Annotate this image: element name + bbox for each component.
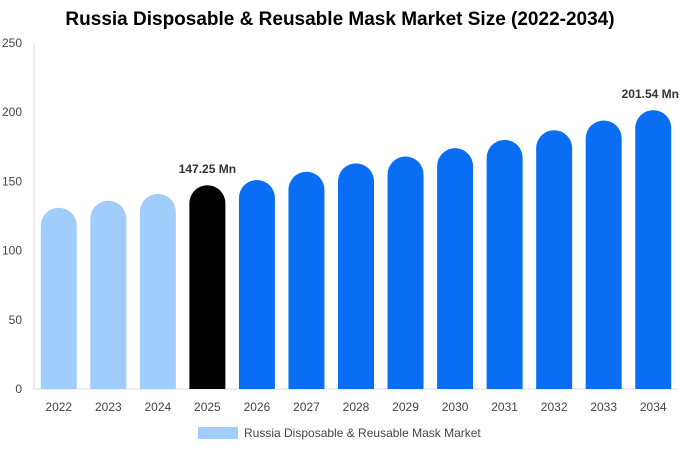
x-tick-label: 2026 [244,400,271,414]
bar-2033 [585,120,622,389]
bar-2026 [238,180,275,389]
x-tick-label: 2032 [541,400,568,414]
x-tick-label: 2022 [45,400,72,414]
y-tick-label: 50 [9,313,23,327]
chart-title: Russia Disposable & Reusable Mask Market… [65,9,615,30]
bar-2023 [90,200,127,389]
legend: Russia Disposable & Reusable Mask Market [198,426,481,440]
x-tick-label: 2025 [194,400,221,414]
x-tick-label: 2030 [442,400,469,414]
bar-2030 [437,148,474,389]
legend-label: Russia Disposable & Reusable Mask Market [244,426,481,440]
y-tick-label: 250 [2,36,22,50]
bar-2034 [635,110,672,389]
legend-swatch [198,427,238,439]
x-tick-label: 2027 [293,400,320,414]
x-tick-label: 2033 [590,400,617,414]
y-tick-label: 0 [15,382,22,396]
y-tick-label: 200 [2,105,22,119]
bar-2031 [486,139,523,389]
bar-2029 [387,156,424,389]
bar-2022 [40,207,77,389]
y-tick-label: 100 [2,244,22,258]
data-label-2025: 147.25 Mn [179,162,236,176]
x-tick-label: 2034 [640,400,667,414]
x-tick-label: 2031 [491,400,518,414]
bar-2024 [139,193,176,389]
y-tick-label: 150 [2,174,22,188]
data-label-2034: 201.54 Mn [622,87,679,101]
bar-2028 [338,163,374,389]
x-tick-label: 2028 [343,400,370,414]
bar-2025 [189,185,226,389]
x-tick-label: 2023 [95,400,122,414]
bar-2027 [288,171,325,389]
bar-2032 [536,130,573,389]
x-tick-label: 2024 [144,400,171,414]
x-tick-label: 2029 [392,400,419,414]
